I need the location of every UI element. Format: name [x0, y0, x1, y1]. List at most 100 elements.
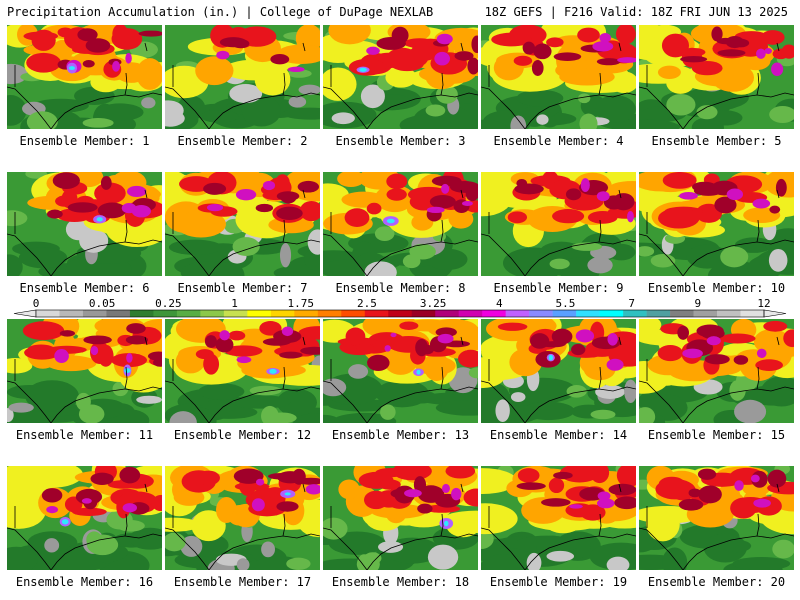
ensemble-panel-5 — [639, 25, 794, 129]
header-title-right: 18Z GEFS | F216 Valid: 18Z FRI JUN 13 20… — [484, 5, 788, 19]
precip-map-15 — [639, 319, 794, 423]
precip-map-4 — [481, 25, 636, 129]
colorbar-tick-label: 0 — [33, 297, 40, 310]
ensemble-member-label: Ensemble Member: 13 — [331, 428, 470, 442]
colorbar-segment — [364, 310, 389, 317]
precip-map-11 — [7, 319, 162, 423]
colorbar-segment — [129, 310, 154, 317]
precip-map-7 — [165, 172, 320, 276]
colorbar-tick-label: 7 — [628, 297, 635, 310]
ensemble-panel-8 — [323, 172, 478, 276]
colorbar-arrow-right — [763, 309, 787, 318]
ensemble-panel-19 — [481, 466, 636, 570]
ensemble-member-label: Ensemble Member: 11 — [15, 428, 154, 442]
ensemble-panel-10 — [639, 172, 794, 276]
colorbar-segment — [529, 310, 553, 317]
colorbar-segment — [693, 310, 718, 317]
colorbar-segment — [294, 310, 319, 317]
colorbar-segment — [223, 310, 248, 317]
precip-map-2 — [165, 25, 320, 129]
precip-map-10 — [639, 172, 794, 276]
ensemble-panel-14 — [481, 319, 636, 423]
precip-map-5 — [639, 25, 794, 129]
colorbar-segment — [36, 310, 60, 317]
colorbar-tick-label: 4 — [496, 297, 503, 310]
colorbar-segment — [411, 310, 436, 317]
ensemble-panel-15 — [639, 319, 794, 423]
ensemble-panel-6 — [7, 172, 162, 276]
ensemble-panel-2 — [165, 25, 320, 129]
colorbar-tick-label: 0.05 — [89, 297, 116, 310]
precip-map-18 — [323, 466, 478, 570]
ensemble-panel-4 — [481, 25, 636, 129]
ensemble-member-label: Ensemble Member: 19 — [489, 575, 628, 589]
precip-map-3 — [323, 25, 478, 129]
ensemble-panel-1 — [7, 25, 162, 129]
ensemble-member-label: Ensemble Member: 2 — [177, 134, 308, 148]
precip-map-13 — [323, 319, 478, 423]
colorbar-segment — [317, 310, 342, 317]
colorbar-segment — [106, 310, 131, 317]
ensemble-member-label: Ensemble Member: 15 — [647, 428, 786, 442]
ensemble-panel-20 — [639, 466, 794, 570]
ensemble-member-label: Ensemble Member: 9 — [493, 281, 624, 295]
precip-map-9 — [481, 172, 636, 276]
colorbar-segment — [270, 310, 295, 317]
colorbar-segment — [59, 310, 84, 317]
precip-map-17 — [165, 466, 320, 570]
colorbar-segment — [200, 310, 225, 317]
ensemble-member-label: Ensemble Member: 12 — [173, 428, 312, 442]
precip-map-12 — [165, 319, 320, 423]
ensemble-member-label: Ensemble Member: 8 — [335, 281, 466, 295]
colorbar-segment — [646, 310, 671, 317]
ensemble-member-label: Ensemble Member: 14 — [489, 428, 628, 442]
precip-map-6 — [7, 172, 162, 276]
header-title-left: Precipitation Accumulation (in.) | Colle… — [7, 5, 434, 19]
colorbar-segment — [82, 310, 107, 317]
colorbar-tick-label: 0.25 — [155, 297, 182, 310]
colorbar-tick-label: 1 — [231, 297, 238, 310]
colorbar-tick-label: 9 — [695, 297, 702, 310]
colorbar-segment — [435, 310, 460, 317]
precip-map-14 — [481, 319, 636, 423]
ensemble-member-label: Ensemble Member: 6 — [19, 281, 150, 295]
colorbar-segment — [341, 310, 366, 317]
colorbar-segment — [670, 310, 694, 317]
colorbar-tick-label: 1.75 — [287, 297, 314, 310]
colorbar-segment — [576, 310, 600, 317]
ensemble-member-label: Ensemble Member: 1 — [19, 134, 150, 148]
colorbar-segment — [552, 310, 577, 317]
ensemble-panel-12 — [165, 319, 320, 423]
ensemble-panel-3 — [323, 25, 478, 129]
ensemble-panel-16 — [7, 466, 162, 570]
colorbar-tick-label: 2.5 — [357, 297, 377, 310]
colorbar-tick-label: 12 — [757, 297, 770, 310]
precip-colorbar: 0 0.05 0.25 1 1.75 2.5 3.25 4 5.5 7 9 12 — [13, 297, 787, 318]
ensemble-panel-7 — [165, 172, 320, 276]
colorbar-segment — [247, 310, 272, 317]
colorbar-arrow-left — [13, 309, 37, 318]
precip-map-1 — [7, 25, 162, 129]
ensemble-member-label: Ensemble Member: 16 — [15, 575, 154, 589]
colorbar-segment — [153, 310, 178, 317]
ensemble-member-label: Ensemble Member: 20 — [647, 575, 786, 589]
ensemble-member-label: Ensemble Member: 5 — [651, 134, 782, 148]
ensemble-panel-17 — [165, 466, 320, 570]
colorbar-segment — [740, 310, 765, 317]
colorbar-segment — [599, 310, 624, 317]
precip-map-20 — [639, 466, 794, 570]
ensemble-member-label: Ensemble Member: 10 — [647, 281, 786, 295]
ensemble-panel-9 — [481, 172, 636, 276]
ensemble-panel-11 — [7, 319, 162, 423]
colorbar-segment — [388, 310, 413, 317]
ensemble-member-label: Ensemble Member: 3 — [335, 134, 466, 148]
colorbar-segment — [717, 310, 741, 317]
colorbar-tick-label: 3.25 — [420, 297, 447, 310]
colorbar-segment — [458, 310, 483, 317]
ensemble-member-label: Ensemble Member: 4 — [493, 134, 624, 148]
colorbar-segment — [482, 310, 506, 317]
colorbar-segment — [176, 310, 201, 317]
ensemble-member-label: Ensemble Member: 7 — [177, 281, 308, 295]
ensemble-panel-18 — [323, 466, 478, 570]
precip-map-19 — [481, 466, 636, 570]
